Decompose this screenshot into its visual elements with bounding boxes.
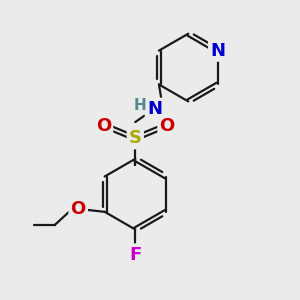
Text: O: O <box>70 200 86 218</box>
Text: N: N <box>147 100 162 118</box>
Text: O: O <box>160 117 175 135</box>
Text: F: F <box>129 245 141 263</box>
Text: N: N <box>210 42 225 60</box>
Text: O: O <box>96 117 111 135</box>
Text: H: H <box>133 98 146 113</box>
Text: S: S <box>129 129 142 147</box>
